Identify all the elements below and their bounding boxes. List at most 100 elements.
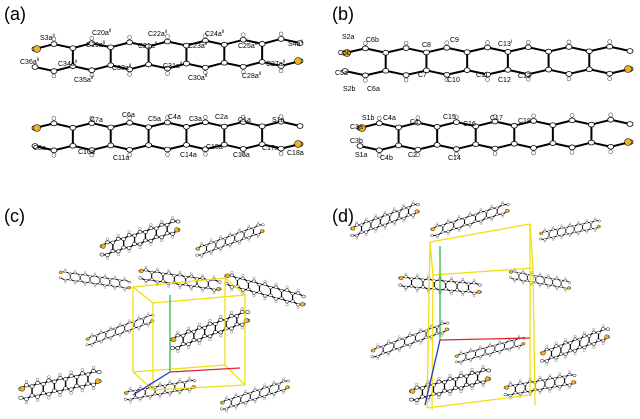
hydrogen [514, 281, 516, 283]
atom-name: C25a [238, 43, 255, 50]
atom-ellipsoid [212, 289, 215, 292]
atom-ellipsoid [470, 371, 474, 374]
hydrogen [190, 288, 192, 290]
atom-ellipsoid [259, 59, 265, 64]
atom-ellipsoid [183, 142, 189, 147]
atom-ellipsoid [192, 338, 196, 341]
atom-ellipsoid [581, 223, 584, 225]
hydrogen [564, 356, 566, 358]
hydrogen [567, 77, 571, 81]
atom-ellipsoid [458, 227, 461, 229]
atom-ellipsoid [554, 356, 558, 359]
atom-ellipsoid [398, 347, 401, 349]
atom-ellipsoid [218, 281, 221, 284]
atom-ellipsoid [507, 203, 510, 205]
atom-ellipsoid [374, 227, 377, 230]
atom-name: C1 [410, 119, 419, 126]
atom-ellipsoid [263, 386, 266, 388]
atom-ellipsoid [598, 220, 601, 222]
atom-ellipsoid [455, 289, 458, 292]
molecule [59, 269, 131, 292]
atom-ellipsoid [63, 378, 67, 381]
atom-ellipsoid [573, 374, 576, 377]
atom-ellipsoid [560, 285, 563, 287]
atom-ellipsoid [70, 125, 76, 130]
atom-ellipsoid [258, 389, 261, 391]
atom-ellipsoid [519, 382, 522, 385]
hydrogen [552, 239, 554, 241]
hydrogen [460, 390, 463, 393]
atom-label: C11a [113, 155, 129, 162]
atom-name: C4b [380, 155, 393, 162]
unit-cell-edge [153, 385, 245, 390]
atom-label: S1a [272, 117, 285, 124]
atom-ellipsoid [163, 385, 166, 387]
atom-ellipsoid [113, 278, 116, 280]
atom-ellipsoid [97, 370, 101, 373]
atom-label: C36aii [20, 57, 39, 66]
atom-ellipsoid [434, 124, 440, 129]
hydrogen [519, 379, 521, 381]
atom-ellipsoid [156, 281, 159, 284]
atom-ellipsoid [568, 341, 572, 344]
sulfur [505, 209, 508, 212]
atom-ellipsoid [116, 237, 120, 240]
hydrogen [238, 243, 240, 245]
hydrogen [128, 250, 131, 253]
atom-ellipsoid [128, 321, 131, 323]
atom-ellipsoid [581, 229, 584, 231]
atom-ellipsoid [35, 395, 39, 398]
atom-ellipsoid [513, 340, 516, 342]
atom-ellipsoid [444, 45, 450, 50]
atom-name: C13 [518, 73, 531, 80]
unit-cell-edge [427, 395, 530, 408]
hydrogen [546, 363, 548, 365]
atom-superscript: ii [283, 59, 285, 65]
atom-label: C30aii [188, 73, 207, 82]
sulfur [171, 337, 176, 342]
atom-label: C3a [350, 124, 363, 131]
hydrogen [209, 319, 212, 322]
atom-ellipsoid [233, 240, 236, 242]
atom-ellipsoid [467, 290, 470, 293]
atom-ellipsoid [362, 46, 368, 51]
atom-ellipsoid [403, 344, 406, 346]
molecule [100, 216, 180, 259]
hydrogen [219, 334, 222, 337]
atom-ellipsoid [416, 276, 419, 279]
atom-ellipsoid [484, 347, 487, 349]
atom-ellipsoid [461, 291, 464, 294]
atom-label: C1 [410, 119, 419, 126]
atom-ellipsoid [89, 68, 95, 73]
atom-ellipsoid [105, 337, 108, 339]
atom-ellipsoid [569, 145, 575, 150]
hydrogen [156, 268, 158, 270]
atom-ellipsoid [597, 331, 601, 334]
atom-ellipsoid [134, 396, 137, 398]
atom-ellipsoid [105, 331, 108, 333]
atom-ellipsoid [104, 276, 107, 278]
atom-ellipsoid [464, 68, 470, 73]
sulfur [34, 46, 41, 53]
atom-ellipsoid [144, 279, 147, 282]
hydrogen [544, 228, 546, 230]
atom-ellipsoid [187, 330, 191, 333]
atom-ellipsoid [167, 272, 170, 275]
atom-ellipsoid [84, 273, 87, 275]
atom-ellipsoid [118, 280, 121, 282]
atom-superscript: ii [103, 40, 105, 46]
atom-ellipsoid [259, 124, 265, 129]
atom-ellipsoid [268, 386, 271, 388]
hydrogen [52, 74, 56, 78]
atom-ellipsoid [479, 356, 482, 358]
atom-ellipsoid [247, 227, 250, 229]
hydrogen [129, 401, 131, 403]
atom-ellipsoid [176, 220, 180, 223]
atom-name: C15 [443, 114, 456, 121]
hydrogen [493, 152, 497, 156]
hydrogen [273, 381, 275, 383]
atom-ellipsoid [234, 405, 237, 407]
atom-label: C14a [180, 152, 197, 159]
atom-label: C35aii [74, 75, 93, 84]
hydrogen [502, 201, 504, 203]
